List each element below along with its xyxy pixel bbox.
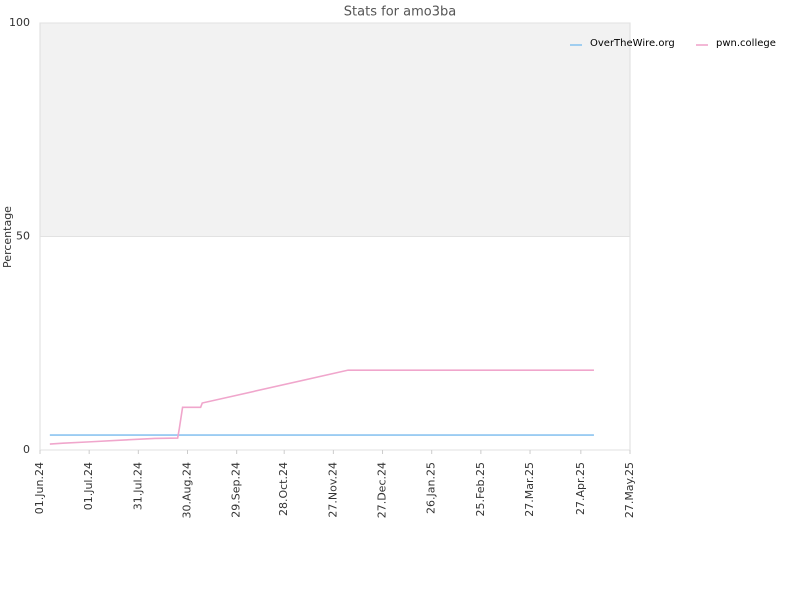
x-tick-label: 26.Jan.25	[425, 462, 438, 514]
x-tick-label: 25.Feb.25	[474, 462, 487, 516]
x-tick-label: 27.Dec.24	[376, 462, 389, 518]
y-axis-label: Percentage	[1, 206, 14, 268]
x-tick-label: 01.Jul.24	[82, 462, 95, 510]
y-tick-label: 0	[23, 443, 30, 456]
x-tick-label: 28.Oct.24	[277, 462, 290, 516]
x-tick-label: 27.Mar.25	[523, 462, 536, 517]
chart-title: Stats for amo3ba	[344, 5, 456, 20]
shaded-band	[40, 23, 630, 237]
x-tick-label: 29.Sep.24	[230, 462, 243, 518]
y-tick-label: 100	[9, 16, 30, 29]
series-line	[49, 369, 594, 445]
x-tick-label: 31.Jul.24	[131, 462, 144, 510]
x-tick-label: 01.Jun.24	[33, 462, 46, 514]
x-tick-label: 27.Apr.25	[574, 462, 587, 515]
x-tick-label: 27.Nov.24	[326, 462, 339, 518]
legend-label: pwn.college	[716, 38, 776, 49]
x-tick-label: 30.Aug.24	[181, 462, 194, 518]
x-tick-label: 27.May.25	[623, 462, 636, 518]
y-tick-label: 50	[16, 230, 30, 243]
legend-label: OverTheWire.org	[590, 38, 675, 49]
